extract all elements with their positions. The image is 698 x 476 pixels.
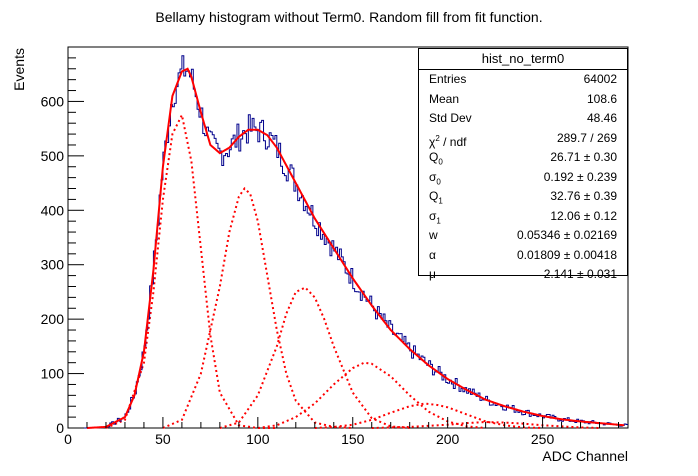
stats-row: σ1 12.06 ± 0.12 bbox=[419, 207, 627, 227]
x-tick-label: 0 bbox=[64, 431, 72, 447]
stats-row: Entries 64002 bbox=[419, 70, 627, 90]
stats-value: 289.7 / 269 bbox=[556, 130, 617, 145]
stats-label: Std Dev bbox=[429, 111, 472, 125]
y-tick-label: 400 bbox=[41, 202, 65, 218]
x-axis-label: ADC Channel bbox=[542, 448, 628, 464]
stats-row: χ2 / ndf 289.7 / 269 bbox=[419, 129, 627, 149]
y-tick-label: 100 bbox=[41, 366, 65, 382]
y-tick-label: 600 bbox=[41, 93, 65, 109]
stats-row: μ 2.141 ± 0.031 bbox=[419, 265, 627, 285]
x-tick-label: 50 bbox=[155, 431, 171, 447]
y-tick-label: 500 bbox=[41, 148, 65, 164]
x-tick-label: 200 bbox=[436, 431, 460, 447]
stats-row: Mean 108.6 bbox=[419, 90, 627, 110]
stats-row: Std Dev 48.46 bbox=[419, 109, 627, 129]
plot-frame bbox=[67, 46, 629, 429]
stats-row: w 0.05346 ± 0.02169 bbox=[419, 226, 627, 246]
stats-value: 48.46 bbox=[586, 111, 617, 125]
fit-component-3 bbox=[219, 286, 410, 429]
stats-label: Q0 bbox=[429, 150, 443, 167]
stats-row: Q0 26.71 ± 0.30 bbox=[419, 148, 627, 168]
x-axis: 0 50 100 150 200 250 bbox=[64, 417, 620, 447]
y-axis-label: Events bbox=[11, 48, 27, 91]
stats-label: α bbox=[429, 247, 436, 262]
stats-label: Entries bbox=[429, 72, 467, 86]
x-tick-label: 150 bbox=[341, 431, 365, 447]
y-axis: 0 100 200 300 400 500 600 bbox=[41, 46, 84, 436]
stats-value: 0.05346 ± 0.02169 bbox=[516, 228, 617, 242]
stats-value: 0.192 ± 0.239 bbox=[543, 169, 617, 184]
stats-label: χ2 / ndf bbox=[429, 133, 467, 149]
stats-value: 108.6 bbox=[586, 91, 617, 106]
stats-label: w bbox=[429, 228, 438, 242]
fit-component-1 bbox=[105, 112, 277, 429]
stats-value: 26.71 ± 0.30 bbox=[550, 150, 617, 164]
stats-value: 12.06 ± 0.12 bbox=[550, 208, 617, 223]
stats-label: σ1 bbox=[429, 208, 441, 225]
stats-title: hist_no_term0 bbox=[419, 49, 627, 70]
stats-row: α 0.01809 ± 0.00418 bbox=[419, 246, 627, 266]
y-tick-label: 200 bbox=[41, 311, 65, 327]
stats-box: hist_no_term0 Entries 64002 Mean 108.6 Std D… bbox=[418, 48, 628, 281]
stats-label: Q1 bbox=[429, 189, 443, 206]
x-tick-label: 250 bbox=[531, 431, 555, 447]
stats-row: σ0 0.192 ± 0.239 bbox=[419, 168, 627, 188]
stats-row: Q1 32.76 ± 0.39 bbox=[419, 187, 627, 207]
stats-label: μ bbox=[429, 267, 436, 281]
stats-value: 2.141 ± 0.031 bbox=[543, 267, 617, 281]
stats-value: 32.76 ± 0.39 bbox=[550, 189, 617, 203]
chart-title: Bellamy histogram without Term0. Random … bbox=[155, 9, 542, 25]
stats-label: σ0 bbox=[429, 169, 441, 186]
stats-value: 64002 bbox=[583, 72, 617, 86]
stats-value: 0.01809 ± 0.00418 bbox=[516, 247, 617, 262]
y-tick-label: 0 bbox=[56, 420, 64, 436]
stats-label: Mean bbox=[429, 91, 460, 106]
stats-rows: Entries 64002 Mean 108.6 Std Dev 48.46 χ2 / nd… bbox=[419, 70, 627, 285]
x-tick-label: 100 bbox=[246, 431, 270, 447]
y-tick-label: 300 bbox=[41, 257, 65, 273]
fit-component-2 bbox=[162, 186, 353, 429]
total-fit-curve bbox=[86, 67, 625, 429]
